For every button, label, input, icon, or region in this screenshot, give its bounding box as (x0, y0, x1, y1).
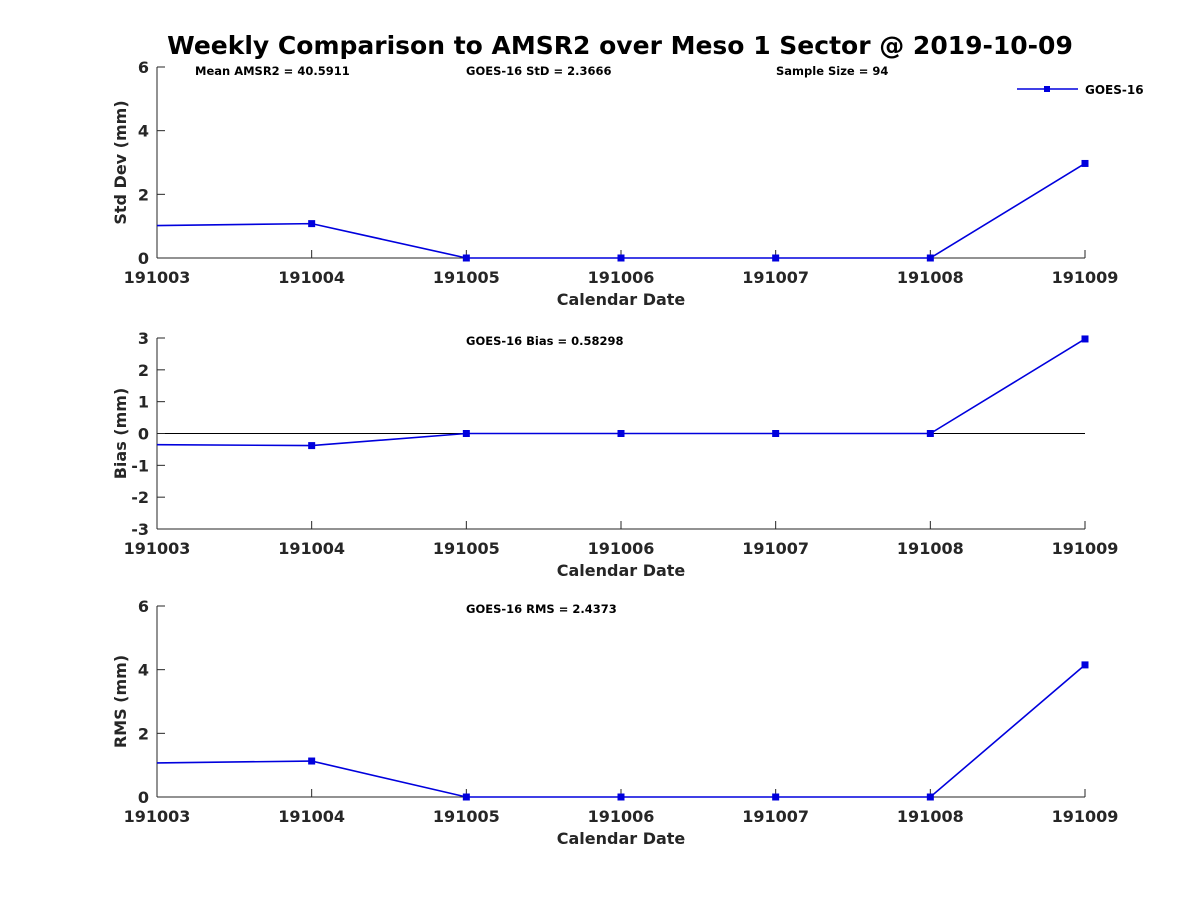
x-tick-label: 191008 (897, 268, 964, 287)
data-point (772, 254, 780, 262)
data-point (308, 442, 316, 450)
subplot-2: -3 -2 -1 0 1 2 3 191003 191004 191005 191006 191007… (111, 329, 1118, 580)
x-tick-label: 191007 (742, 807, 809, 826)
x-axis-label: Calendar Date (557, 561, 686, 580)
data-point (926, 254, 934, 262)
x-tick-label: 191009 (1052, 268, 1119, 287)
data-point (462, 254, 470, 262)
stat-annotation: Sample Size = 94 (776, 64, 888, 78)
y-tick-label: 1 (138, 393, 149, 412)
subplot-3: 0 2 4 6 191003 191004 191005 191006 191007 191008… (111, 597, 1118, 848)
x-tick-label: 191008 (897, 539, 964, 558)
x-tick-label: 191004 (278, 268, 345, 287)
data-point (617, 254, 625, 262)
data-point (926, 430, 934, 437)
y-tick-label: 0 (138, 788, 149, 807)
x-tick-label: 191003 (124, 807, 191, 826)
legend-label: GOES-16 (1085, 83, 1144, 97)
data-point (308, 220, 316, 228)
data-point (617, 430, 625, 437)
x-tick-label: 191004 (278, 539, 345, 558)
x-axis-label: Calendar Date (557, 290, 686, 309)
x-tick-label: 191005 (433, 268, 500, 287)
stat-annotation: GOES-16 Bias = 0.58298 (466, 334, 623, 348)
subplot-1: 0 2 4 6 191003 191004 191005 191006 191007 191008… (111, 58, 1118, 309)
data-point (462, 793, 470, 801)
data-point (1081, 661, 1089, 669)
data-point (1081, 159, 1089, 167)
data-point (462, 430, 470, 437)
x-axis-label: Calendar Date (557, 829, 686, 848)
stat-annotation: GOES-16 RMS = 2.4373 (466, 602, 617, 616)
x-tick-label: 191006 (588, 539, 655, 558)
y-axis-label: Bias (mm) (111, 388, 130, 480)
data-point (308, 757, 316, 765)
y-tick-label: 0 (138, 249, 149, 268)
x-tick-label: 191004 (278, 807, 345, 826)
x-tick-label: 191003 (124, 268, 191, 287)
y-tick-label: -3 (131, 520, 149, 539)
x-tick-label: 191006 (588, 268, 655, 287)
stat-annotation: Mean AMSR2 = 40.5911 (195, 64, 350, 78)
x-tick-label: 191003 (124, 539, 191, 558)
chart-title: Weekly Comparison to AMSR2 over Meso 1 S… (167, 31, 1073, 60)
y-tick-label: 0 (138, 425, 149, 444)
data-point (926, 793, 934, 801)
data-point (772, 430, 780, 437)
x-tick-label: 191007 (742, 268, 809, 287)
y-tick-label: -2 (131, 488, 149, 507)
x-tick-label: 191007 (742, 539, 809, 558)
legend: GOES-16 (1017, 83, 1144, 97)
data-point (1081, 335, 1089, 343)
data-point (772, 793, 780, 801)
y-axis-label: Std Dev (mm) (111, 100, 130, 224)
y-tick-label: 3 (138, 329, 149, 348)
y-tick-label: 6 (138, 597, 149, 616)
x-tick-label: 191005 (433, 539, 500, 558)
y-tick-label: 2 (138, 185, 149, 204)
subplots: 0 2 4 6 191003 191004 191005 191006 191007 191008… (111, 58, 1118, 848)
x-tick-label: 191008 (897, 807, 964, 826)
y-tick-label: 4 (138, 661, 149, 680)
legend-marker (1044, 86, 1050, 92)
x-tick-label: 191009 (1052, 807, 1119, 826)
x-tick-label: 191006 (588, 807, 655, 826)
y-tick-label: -1 (131, 456, 149, 475)
x-tick-label: 191009 (1052, 539, 1119, 558)
y-tick-label: 6 (138, 58, 149, 77)
data-point (617, 793, 625, 801)
y-tick-label: 2 (138, 361, 149, 380)
x-tick-label: 191005 (433, 807, 500, 826)
y-tick-label: 4 (138, 122, 149, 141)
y-tick-label: 2 (138, 724, 149, 743)
stat-annotation: GOES-16 StD = 2.3666 (466, 64, 611, 78)
y-axis-label: RMS (mm) (111, 655, 130, 748)
